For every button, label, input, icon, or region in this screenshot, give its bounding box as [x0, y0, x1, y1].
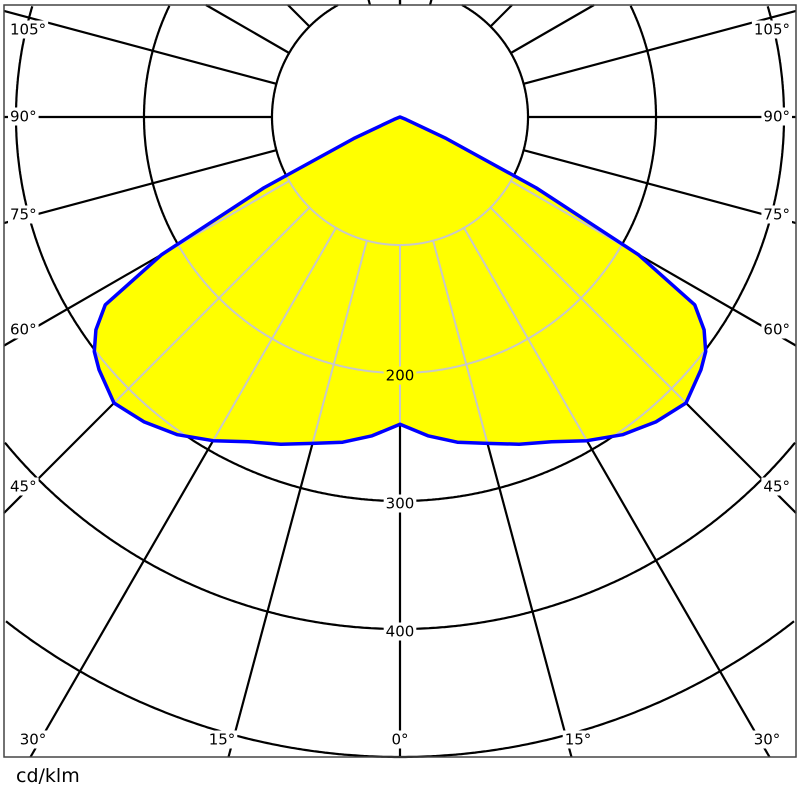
angle-label-bottom-left-15: 15° — [209, 731, 236, 749]
angle-label-left-3: 45° — [10, 478, 37, 496]
grid-spoke--75 — [3, 149, 277, 225]
grid-inside-spoke--45 — [94, 206, 311, 445]
grid-inside-spoke--30 — [94, 227, 337, 445]
angle-label-left-6: 90° — [10, 108, 37, 126]
unit-label: cd/klm — [16, 765, 80, 787]
grid-inside-spoke-15 — [432, 240, 573, 445]
grid-inside-ring-200 — [143, 117, 657, 374]
plot-frame — [3, 4, 797, 758]
angle-label-right-3: 45° — [763, 478, 790, 496]
grid-ring-400 — [4, 441, 796, 631]
grid-inside-spoke-30 — [463, 227, 706, 445]
grid-spoke-120 — [510, 4, 595, 54]
angle-label-right-5: 75° — [763, 206, 790, 224]
grid-inside-spoke--15 — [227, 240, 368, 445]
radial-label-200: 200 — [386, 367, 415, 385]
grid-spoke-105 — [523, 9, 797, 85]
polar-intensity-chart: 200 300 400 45° 45° 60° 60° 75° 75° 90° 90° 105° 105… — [3, 0, 797, 759]
angle-label-left-7: 105° — [10, 21, 46, 39]
grid-spoke-75 — [523, 149, 797, 225]
grid-spoke--120 — [205, 4, 290, 54]
intensity-curve — [92, 115, 708, 446]
grid-spoke-165 — [428, 0, 433, 6]
radial-label-400: 400 — [386, 623, 415, 641]
angle-label-right-6: 90° — [763, 108, 790, 126]
grid-ring-500 — [5, 620, 795, 759]
angle-label-left-5: 75° — [10, 206, 37, 224]
angle-label-right-7: 105° — [754, 21, 790, 39]
radial-label-300: 300 — [386, 495, 415, 513]
angle-label-right-4: 60° — [763, 321, 790, 339]
angle-label-bottom-right-15: 15° — [565, 731, 592, 749]
grid-spoke-135 — [489, 4, 513, 28]
angle-label-bottom-0: 0° — [391, 731, 408, 749]
grid-spoke--135 — [287, 4, 311, 28]
grid-inside-spoke-45 — [489, 206, 706, 445]
grid-spoke--105 — [3, 9, 277, 85]
grid-spoke--165 — [367, 0, 372, 6]
angle-label-bottom-left-30: 30° — [20, 731, 47, 749]
angle-label-left-4: 60° — [10, 321, 37, 339]
angle-label-bottom-right-30: 30° — [754, 731, 781, 749]
